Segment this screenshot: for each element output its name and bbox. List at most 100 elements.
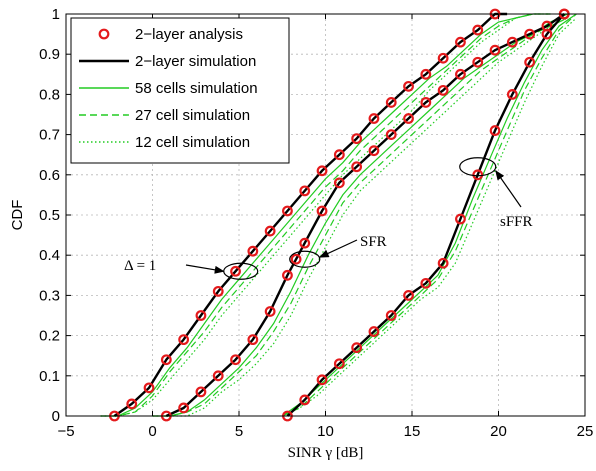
y-tick-label: 0.5 [39, 207, 60, 224]
analysis-marker [247, 245, 259, 257]
series-12-cell-simulation [152, 17, 568, 417]
legend-label: 2−layer analysis [135, 26, 243, 43]
y-tick-label: 0.9 [39, 46, 60, 63]
x-tick-label: 10 [317, 423, 334, 440]
y-tick-label: 0.2 [39, 328, 60, 345]
analysis-marker [385, 310, 397, 321]
analysis-marker [230, 354, 241, 366]
analysis-marker [195, 310, 207, 321]
analysis-marker [455, 36, 466, 48]
x-axis-title: SINR γ [dB] [288, 445, 364, 461]
analysis-marker [403, 113, 414, 124]
legend-label: 2−layer simulation [135, 53, 256, 70]
series-12-cell-simulation [100, 13, 551, 417]
analysis-marker [247, 334, 259, 346]
analysis-marker [264, 225, 276, 237]
analysis-marker [368, 145, 380, 157]
analysis-marker [489, 125, 501, 136]
analysis-marker [472, 56, 484, 68]
x-tick-label: 15 [404, 423, 421, 440]
legend-label: 27 cell simulation [135, 107, 250, 124]
analysis-marker [437, 52, 449, 64]
analysis-marker [195, 386, 207, 398]
series-27-cell-simulation [152, 17, 568, 417]
analysis-marker [541, 28, 553, 40]
analysis-marker [282, 205, 293, 217]
analysis-marker [437, 257, 449, 269]
analysis-marker [368, 326, 380, 337]
analysis-marker [178, 334, 190, 346]
analysis-marker [506, 36, 518, 48]
series-layer [100, 8, 577, 422]
sfr-arrow [318, 239, 358, 258]
legend-label: 12 cell simulation [135, 134, 250, 151]
analysis-marker [420, 97, 432, 108]
analysis-marker [437, 84, 449, 96]
analysis-marker [126, 398, 138, 410]
y-tick-label: 0.3 [39, 287, 60, 304]
analysis-marker [385, 129, 397, 141]
x-tick-label: 20 [490, 423, 507, 440]
analysis-marker [333, 358, 345, 370]
sffr-arrow [495, 169, 522, 208]
analysis-marker [524, 56, 536, 68]
y-axis-title: CDF [9, 200, 26, 231]
analysis-marker [351, 161, 363, 173]
analysis-marker [212, 285, 224, 297]
analysis-marker [489, 44, 501, 56]
analysis-marker [385, 97, 397, 108]
series-group-sfr [152, 8, 570, 422]
analysis-marker [368, 113, 380, 124]
series-27-cell-simulation [282, 13, 577, 417]
x-tick-label: 25 [577, 423, 594, 440]
analysis-marker [299, 185, 311, 197]
analysis-marker [143, 382, 155, 394]
analysis-marker [212, 370, 224, 382]
analysis-marker [506, 88, 518, 100]
x-tick-label: 5 [235, 423, 243, 440]
analysis-marker [472, 24, 484, 36]
series-2-layer-simulation [286, 13, 566, 417]
sffr-ellipse [459, 157, 497, 177]
analysis-marker [299, 394, 311, 406]
analysis-marker [403, 80, 414, 92]
x-tick-label: −5 [57, 423, 74, 440]
analysis-marker [524, 28, 536, 40]
analysis-marker [316, 205, 328, 217]
analysis-marker [403, 290, 414, 301]
analysis-marker [420, 277, 432, 289]
analysis-marker [316, 165, 328, 177]
legend-swatch-analysis [98, 28, 110, 40]
axis-ticks: −5 0 5 10 15 20 2500.10.20.30.40.50.60.70.80.9… [39, 6, 593, 440]
series-58-cells-simulation [100, 13, 551, 417]
analysis-marker [351, 133, 363, 145]
analysis-marker [316, 374, 328, 386]
analysis-marker [282, 269, 293, 281]
sfr-annotation: SFR [360, 234, 387, 250]
series-12-cell-simulation [282, 17, 577, 417]
analysis-marker [299, 237, 311, 249]
analysis-marker [455, 68, 466, 80]
analysis-marker [472, 169, 484, 181]
analysis-marker [230, 265, 241, 277]
sfr-ellipse [289, 250, 321, 268]
series-2-layer-simulation [165, 13, 565, 418]
y-tick-label: 0.4 [39, 247, 60, 264]
y-tick-label: 0 [52, 408, 60, 425]
sffr-annotation: sFFR [500, 214, 533, 230]
y-tick-label: 1 [52, 6, 60, 23]
analysis-marker [290, 253, 302, 265]
series-group-sffr [281, 8, 577, 422]
analysis-marker [351, 342, 363, 354]
analysis-marker [178, 402, 190, 414]
y-tick-label: 0.7 [39, 127, 60, 144]
y-tick-label: 0.6 [39, 167, 60, 184]
delta-arrow [185, 264, 225, 274]
analysis-marker [455, 213, 466, 225]
legend: 2−layer analysis 2−layer simulation 58 cel… [70, 17, 290, 164]
analysis-marker [264, 306, 276, 317]
delta-annotation: Δ = 1 [124, 258, 156, 274]
analysis-marker [420, 68, 432, 80]
